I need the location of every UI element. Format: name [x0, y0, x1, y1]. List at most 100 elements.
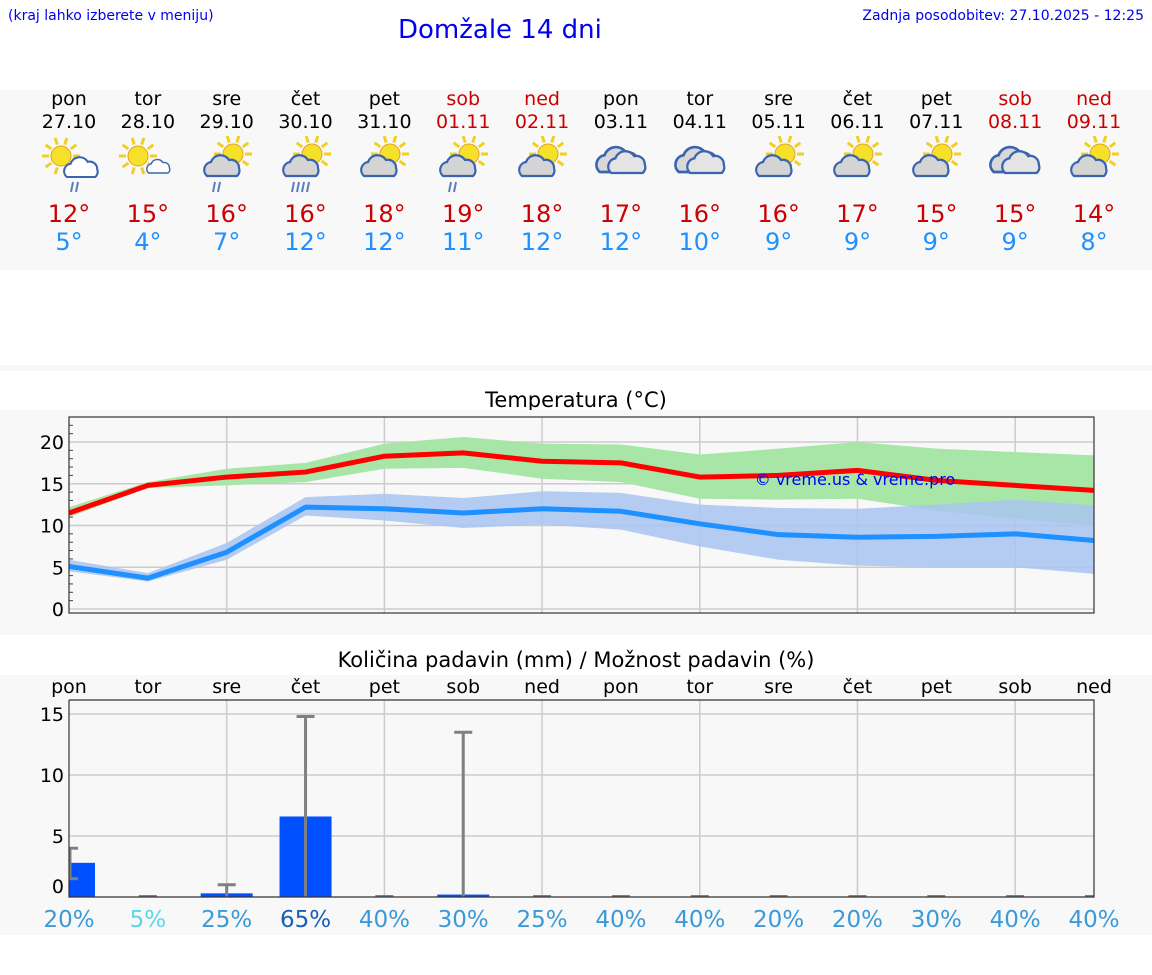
forecast-strip [0, 90, 1152, 270]
y-tick-label: 15 [40, 704, 64, 726]
day-date: 31.10 [357, 111, 412, 133]
temp-max: 18° [363, 200, 406, 228]
day-column: pon 03.11 17° 12° [581, 88, 661, 256]
x-category-label: čet [843, 676, 873, 698]
day-name: pet [368, 88, 400, 110]
day-name: pon [51, 88, 87, 110]
day-date: 28.10 [120, 111, 176, 133]
weather-sun-grey-cloud-icon [1054, 134, 1134, 200]
y-tick-label: 0 [52, 876, 64, 898]
page-title: Domžale 14 dni [398, 15, 602, 45]
temp-min: 12° [363, 228, 406, 256]
x-category-label: sre [212, 676, 241, 698]
precip-probability: 40% [359, 907, 410, 933]
day-column: pet 07.11 15° 9° [896, 88, 976, 256]
day-date: 07.11 [909, 111, 964, 133]
day-date: 06.11 [830, 111, 885, 133]
y-tick-label: 10 [40, 765, 64, 787]
x-category-label: pet [369, 676, 400, 698]
day-column: sob 08.11 15° 9° [975, 88, 1055, 256]
day-column: ned 02.11 18° 12° [502, 88, 582, 256]
x-category-label: pet [921, 676, 952, 698]
day-name: ned [1076, 88, 1112, 110]
weather-overcast-icon [660, 134, 740, 200]
day-name: tor [134, 88, 162, 110]
temp-min: 4° [134, 228, 162, 256]
temp-min: 12° [520, 228, 564, 256]
weather-sun-grey-cloud-icon [817, 134, 897, 200]
weather-sun-grey-cloud-rain-icon [187, 134, 267, 200]
band-min [69, 491, 1094, 582]
x-category-label: ned [1076, 676, 1112, 698]
precip-probability: 30% [911, 907, 962, 933]
temp-max: 17° [599, 200, 643, 228]
precip-probability: 5% [130, 907, 167, 933]
temp-max: 16° [757, 200, 800, 228]
weather-sun-grey-cloud-icon [344, 134, 424, 200]
weather-sun-cloud-rain-icon [29, 134, 109, 200]
day-name: sre [212, 88, 242, 110]
x-category-label: tor [134, 676, 161, 698]
day-name: čet [290, 88, 321, 110]
day-column: sre 05.11 16° 9° [739, 88, 819, 256]
temp-min: 8° [1080, 228, 1108, 256]
day-column: čet 06.11 17° 9° [817, 88, 897, 256]
weather-overcast-icon [581, 134, 661, 200]
divider [0, 365, 1152, 371]
day-name: sob [998, 88, 1032, 110]
day-column: tor 28.10 15° 4° [108, 88, 188, 256]
temp-min: 5° [55, 228, 83, 256]
day-column: sob 01.11 19° 11° [423, 88, 503, 256]
day-name: sre [764, 88, 794, 110]
temp-max: 12° [47, 200, 91, 228]
precip-probability: 20% [753, 907, 804, 933]
day-column: ned 09.11 14° 8° [1054, 88, 1134, 256]
day-date: 29.10 [199, 111, 254, 133]
plot-frame [68, 699, 1095, 898]
day-date: 05.11 [751, 111, 806, 133]
x-category-label: pon [603, 676, 639, 698]
temp-chart-title: Temperatura (°C) [485, 388, 667, 412]
precip-probability: 65% [280, 907, 331, 933]
temp-max: 18° [520, 200, 564, 228]
plot-area [69, 700, 1094, 897]
day-name: čet [842, 88, 873, 110]
precip-probability: 40% [990, 907, 1041, 933]
weather-sun-small-cloud-icon [108, 134, 188, 200]
temp-max: 16° [284, 200, 327, 228]
x-category-label: sre [764, 676, 793, 698]
day-column: pet 31.10 18° 12° [344, 88, 424, 256]
day-column: sre 29.10 16° 7° [187, 88, 267, 256]
x-category-label: pon [51, 676, 87, 698]
precip-probability: 20% [832, 907, 883, 933]
precip-probability: 30% [438, 907, 489, 933]
day-name: tor [686, 88, 714, 110]
day-column: čet 30.10 16° 12° [266, 88, 346, 256]
day-date: 01.11 [436, 111, 491, 133]
day-date: 03.11 [593, 111, 649, 133]
temp-min: 12° [599, 228, 643, 256]
temp-max: 15° [126, 200, 170, 228]
temp-max: 19° [441, 200, 485, 228]
temp-max: 17° [836, 200, 879, 228]
y-tick-label: 5 [52, 557, 64, 579]
x-category-label: sob [446, 676, 480, 698]
x-category-label: čet [291, 676, 321, 698]
y-tick-label: 10 [40, 516, 64, 538]
temp-min: 10° [678, 228, 722, 256]
precip-probability: 25% [201, 907, 252, 933]
temp-max: 15° [915, 200, 958, 228]
temp-min: 7° [213, 228, 241, 256]
weather-sun-grey-cloud-rain-icon [423, 134, 503, 200]
temp-max: 14° [1072, 200, 1116, 228]
y-tick-label: 15 [40, 474, 64, 496]
precip-probability: 40% [595, 907, 646, 933]
band-max [69, 436, 1094, 526]
temp-min: 9° [1001, 228, 1029, 256]
temp-max: 16° [678, 200, 722, 228]
day-name: pet [920, 88, 952, 110]
x-category-label: tor [686, 676, 713, 698]
precip-probability: 40% [674, 907, 725, 933]
day-name: ned [524, 88, 560, 110]
